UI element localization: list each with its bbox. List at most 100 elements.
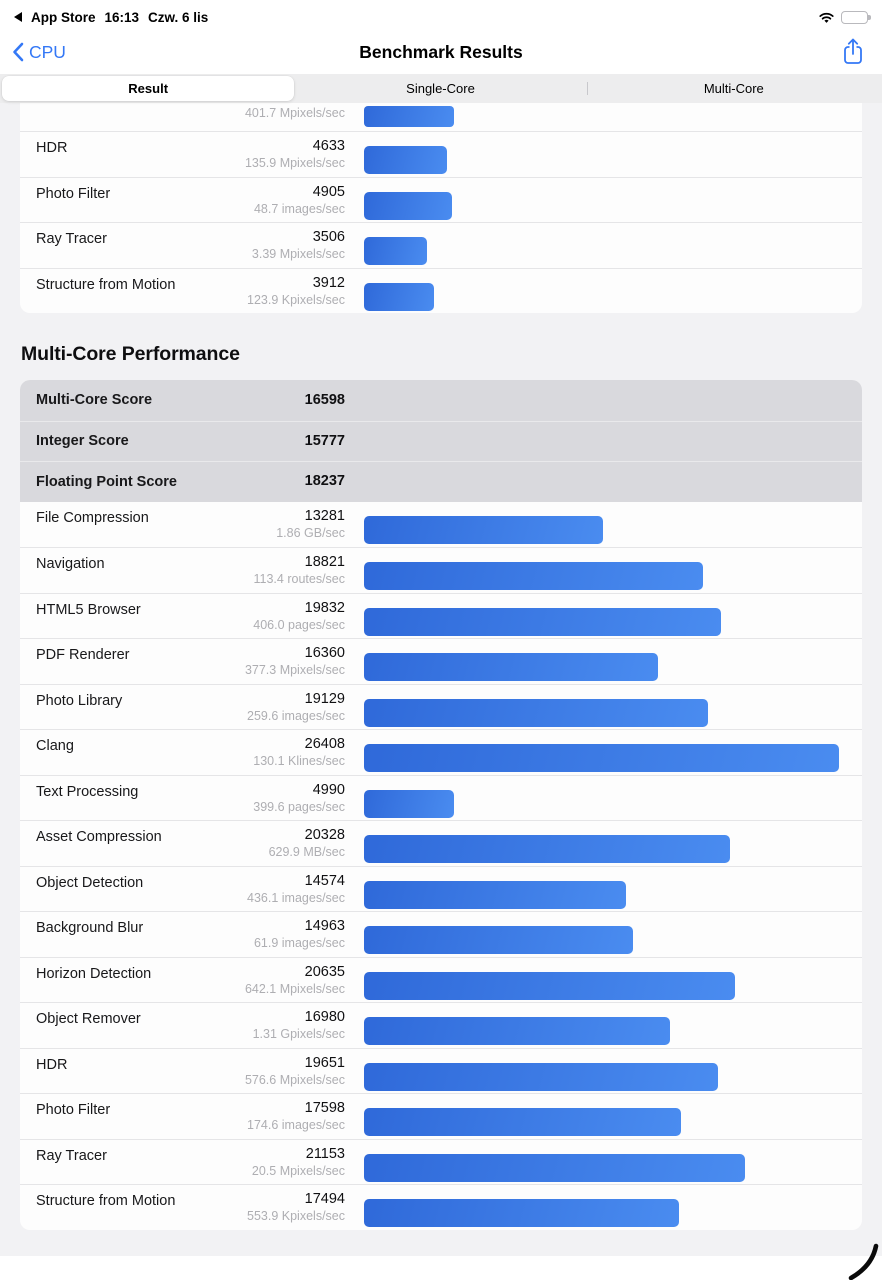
row-unit: 3.39 Mpixels/sec [251, 247, 345, 261]
chevron-left-icon [13, 42, 24, 62]
summary-row: Floating Point Score 18237 [20, 461, 862, 502]
row-score-col: 20635 642.1 Mpixels/sec [206, 964, 345, 997]
share-icon [844, 38, 862, 64]
row-unit: 553.9 Kpixels/sec [247, 1209, 345, 1223]
row-name: Structure from Motion [36, 276, 176, 293]
score-bar-track [364, 1108, 846, 1137]
summary-score-col: 16598 [206, 392, 345, 409]
row-name: Text Processing [36, 783, 139, 800]
row-score-col: 16360 377.3 Mpixels/sec [206, 645, 345, 678]
row-score-col: 3506 3.39 Mpixels/sec [206, 229, 345, 262]
row-score-col: 19129 259.6 images/sec [206, 691, 345, 724]
table-row: HTML5 Browser 19832 406.0 pages/sec [20, 592, 862, 639]
status-time: 16:13 [104, 9, 140, 25]
row-name: File Compression [36, 509, 149, 526]
back-button[interactable]: CPU [12, 42, 66, 63]
row-unit: 113.4 routes/sec [253, 572, 346, 586]
row-score-col: 14963 61.9 images/sec [206, 918, 345, 951]
table-row: Horizon Detection 20635 642.1 Mpixels/sec [20, 956, 862, 1003]
tab-result[interactable]: Result [2, 76, 295, 101]
share-button[interactable] [842, 37, 864, 71]
row-unit: 20.5 Mpixels/sec [251, 1163, 345, 1178]
table-row: File Compression 13281 1.86 GB/sec [20, 502, 862, 548]
row-score: 20328 [304, 827, 345, 843]
summary-row: Integer Score 15777 [20, 420, 862, 461]
score-bar [364, 653, 658, 682]
table-row: HDR 19651 576.6 Mpixels/sec [20, 1047, 862, 1094]
table-row: Photo Filter 17598 174.6 images/sec [20, 1093, 862, 1139]
row-unit: 629.9 MB/sec [268, 845, 345, 859]
table-row: Navigation 18821 113.4 routes/sec [20, 547, 862, 593]
score-bar-track [364, 880, 846, 909]
score-bar [364, 1062, 718, 1091]
row-score: 14574 [304, 872, 345, 889]
summary-score: 18237 [304, 473, 345, 490]
score-bar-track [364, 607, 846, 636]
multi-core-table: Multi-Core Score 16598 Integer Score 15777 F… [20, 380, 862, 1230]
table-row: PDF Renderer 16360 377.3 Mpixels/sec [20, 638, 862, 684]
summary-score: 16598 [304, 391, 345, 408]
summary-row: Multi-Core Score 16598 [20, 380, 862, 421]
row-unit: 576.6 Mpixels/sec [244, 1072, 345, 1087]
score-bar [364, 835, 730, 864]
row-name: Photo Library [36, 692, 123, 709]
table-row: Photo Library 19129 259.6 images/sec [20, 683, 862, 730]
row-unit: 174.6 images/sec [247, 1118, 345, 1132]
score-bar-track [364, 744, 846, 773]
wifi-icon [819, 12, 834, 23]
row-score-col: 21153 20.5 Mpixels/sec [206, 1146, 345, 1179]
score-bar-track [364, 516, 846, 545]
score-bar [364, 191, 452, 220]
segment-divider [586, 82, 588, 95]
table-row: Structure from Motion 3912 123.9 Kpixels/s… [20, 267, 862, 314]
score-bar-track [364, 835, 846, 864]
table-row: Ray Tracer 21153 20.5 Mpixels/sec [20, 1138, 862, 1185]
score-bar-track [364, 1062, 846, 1091]
row-unit: 436.1 images/sec [247, 890, 345, 905]
row-score-col: 19832 406.0 pages/sec [206, 600, 345, 633]
back-to-app-label[interactable]: App Store [31, 9, 96, 25]
pen-stroke-curve [848, 1243, 879, 1280]
row-score: 17494 [304, 1191, 345, 1207]
row-score: 19832 [304, 599, 345, 616]
row-score-col: 26408 130.1 Klines/sec [206, 736, 345, 769]
row-score-col: 18821 113.4 routes/sec [206, 554, 346, 587]
row-name: Asset Compression [36, 829, 162, 845]
summary-score: 15777 [304, 432, 345, 449]
row-score-col: 14574 436.1 images/sec [206, 873, 345, 906]
score-bar [364, 146, 447, 175]
row-score-col: 16980 1.31 Gpixels/sec [206, 1009, 345, 1042]
row-unit: 377.3 Mpixels/sec [244, 663, 345, 677]
back-to-app-icon [14, 12, 22, 22]
score-bar-track [364, 971, 846, 1000]
row-name: Background Blur [36, 920, 144, 936]
battery-icon [841, 10, 871, 24]
row-unit: 123.9 Kpixels/sec [247, 292, 345, 307]
score-bar-track [364, 282, 846, 311]
row-score: 19651 [304, 1054, 345, 1071]
status-left[interactable]: App Store 16:13 Czw. 6 lis [14, 10, 208, 25]
row-unit: 259.6 images/sec [247, 708, 345, 723]
row-score: 17598 [304, 1100, 345, 1116]
tab-multi-core[interactable]: Multi-Core [703, 81, 764, 96]
tab-single-core[interactable]: Single-Core [406, 81, 475, 96]
row-score-col: 13281 1.86 GB/sec [206, 508, 345, 541]
score-bar [364, 698, 708, 727]
row-score: 14963 [304, 918, 345, 934]
row-unit: 48.7 images/sec [253, 201, 345, 216]
score-bar-track [364, 237, 846, 266]
page-title: Benchmark Results [359, 41, 523, 62]
table-row: 401.7 Mpixels/sec [20, 103, 862, 131]
summary-name: Floating Point Score [36, 473, 177, 490]
row-score-col: 4990 399.6 pages/sec [206, 782, 345, 815]
table-row: Ray Tracer 3506 3.39 Mpixels/sec [20, 222, 862, 268]
score-bar [364, 1153, 745, 1182]
score-bar-track [364, 789, 846, 818]
score-bar [364, 106, 454, 127]
results-content[interactable]: 401.7 Mpixels/sec HDR 4633 135.9 Mpixels/se… [0, 103, 882, 1256]
score-bar [364, 562, 703, 591]
table-row: Text Processing 4990 399.6 pages/sec [20, 774, 862, 821]
row-score: 4905 [312, 183, 345, 200]
table-row: Photo Filter 4905 48.7 images/sec [20, 176, 862, 223]
